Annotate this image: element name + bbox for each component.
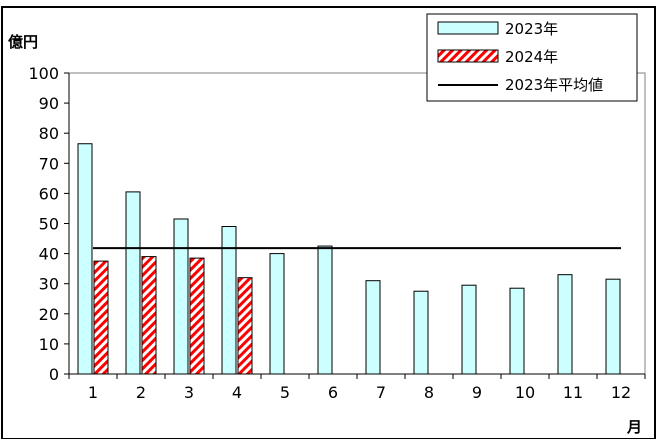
bar-2024	[189, 257, 205, 375]
x-tick-label: 4	[232, 383, 242, 402]
legend-label-2023: 2023年	[505, 20, 558, 38]
x-tick-label: 5	[280, 383, 290, 402]
y-tick-label: 10	[39, 335, 59, 354]
bar-2023	[77, 143, 93, 375]
x-axis: 1 2 3 4 5 6 7 8 9 10 11 12	[68, 373, 646, 402]
x-tick-label: 9	[472, 383, 482, 402]
legend-label-average: 2023年平均値	[505, 76, 603, 94]
y-tick-label: 30	[39, 275, 59, 294]
bar-2023	[605, 278, 621, 375]
y-tick-label: 70	[39, 154, 59, 173]
bar-2023	[173, 218, 189, 375]
x-axis-unit-label: 月	[626, 418, 642, 436]
x-tick-label: 6	[328, 383, 338, 402]
bar-2024	[141, 256, 157, 375]
plot-area	[68, 72, 646, 375]
y-tick-label: 20	[39, 305, 59, 324]
x-tick-label: 8	[424, 383, 434, 402]
x-tick-label: 10	[515, 383, 535, 402]
bar-2023	[221, 226, 237, 375]
bar-2024	[93, 260, 109, 375]
x-tick-label: 11	[563, 383, 583, 402]
y-tick-label: 100	[28, 64, 59, 83]
clipped-heading-fragment	[0, 0, 260, 6]
y-tick-label: 60	[39, 184, 59, 203]
y-axis-unit-label: 億円	[8, 33, 38, 51]
bar-2023	[125, 191, 141, 375]
bar-2023	[269, 253, 285, 375]
x-tick-label: 12	[611, 383, 631, 402]
y-tick-label: 0	[49, 365, 59, 384]
x-tick-label: 1	[88, 383, 98, 402]
bar-2023	[317, 245, 333, 375]
bar-2023	[509, 287, 525, 375]
legend: 2023年 2024年 2023年平均値	[426, 13, 638, 102]
bar-2023	[557, 274, 573, 375]
x-tick-label: 7	[376, 383, 386, 402]
y-axis: 0 10 20 30 40 50 60 70 80 90 100	[28, 64, 70, 384]
y-tick-label: 50	[39, 215, 59, 234]
bar-2024	[237, 277, 253, 375]
y-tick-label: 90	[39, 94, 59, 113]
y-tick-label: 40	[39, 245, 59, 264]
bars-group	[77, 143, 621, 375]
legend-swatch-2024	[437, 49, 499, 63]
bar-2023	[413, 290, 429, 375]
y-tick-label: 80	[39, 124, 59, 143]
bar-2023	[461, 284, 477, 375]
legend-swatch-2023	[437, 21, 499, 35]
x-tick-label: 2	[136, 383, 146, 402]
bar-2023	[365, 280, 381, 375]
legend-label-2024: 2024年	[505, 48, 558, 66]
x-tick-label: 3	[184, 383, 194, 402]
